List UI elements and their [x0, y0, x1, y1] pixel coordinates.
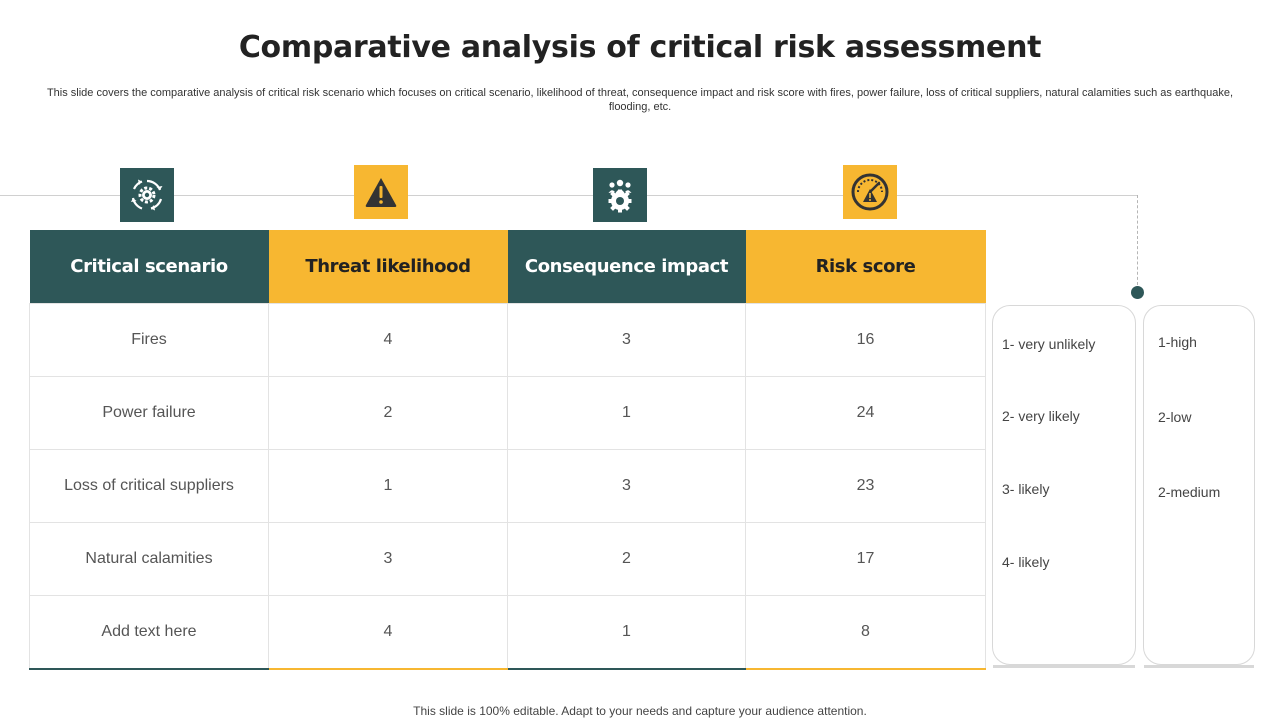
table-row: Loss of critical suppliers 1 3 23	[29, 449, 986, 523]
cell-impact: 3	[507, 449, 746, 523]
connector-dashed-line	[1137, 195, 1138, 285]
connector-dot	[1131, 286, 1144, 299]
footer-note: This slide is 100% editable. Adapt to yo…	[413, 704, 867, 718]
legend-item: 2-medium	[1158, 484, 1221, 500]
header-critical-scenario: Critical scenario	[29, 230, 269, 304]
cell-risk-score: 23	[745, 449, 986, 523]
table-row: Natural calamities 3 2 17	[29, 522, 986, 596]
cell-scenario: Add text here	[29, 595, 269, 670]
severity-legend-underline	[1144, 665, 1254, 668]
cell-impact: 1	[507, 595, 746, 670]
cell-risk-score: 24	[745, 376, 986, 450]
cell-scenario: Loss of critical suppliers	[29, 449, 269, 523]
cell-likelihood: 2	[268, 376, 508, 450]
cell-likelihood: 1	[268, 449, 508, 523]
cell-likelihood: 4	[268, 595, 508, 670]
warning-icon	[354, 165, 408, 219]
header-risk-score: Risk score	[745, 230, 986, 304]
cell-scenario: Power failure	[29, 376, 269, 450]
cell-likelihood: 4	[268, 303, 508, 377]
cell-impact: 3	[507, 303, 746, 377]
legend-item: 2- very likely	[1002, 408, 1080, 424]
legend-item: 3- likely	[1002, 481, 1050, 497]
likelihood-legend-box	[992, 305, 1136, 665]
cell-risk-score: 17	[745, 522, 986, 596]
gauge-warning-icon	[843, 165, 897, 219]
cell-scenario: Natural calamities	[29, 522, 269, 596]
table-row: Power failure 2 1 24	[29, 376, 986, 450]
cell-likelihood: 3	[268, 522, 508, 596]
table-row: Fires 4 3 16	[29, 303, 986, 377]
connector-line	[0, 195, 1138, 196]
cell-scenario: Fires	[29, 303, 269, 377]
table-header-row: Critical scenario Threat likelihood Cons…	[29, 230, 986, 304]
legend-item: 2-low	[1158, 409, 1192, 425]
cell-risk-score: 8	[745, 595, 986, 670]
team-gear-icon	[593, 168, 647, 222]
header-consequence-impact: Consequence impact	[507, 230, 746, 304]
cell-risk-score: 16	[745, 303, 986, 377]
gear-cycle-icon	[120, 168, 174, 222]
legend-item: 1-high	[1158, 334, 1197, 350]
table-row: Add text here 4 1 8	[29, 595, 986, 670]
page-description: This slide covers the comparative analys…	[46, 87, 1234, 113]
page-title: Comparative analysis of critical risk as…	[238, 30, 1042, 65]
cell-impact: 2	[507, 522, 746, 596]
cell-impact: 1	[507, 376, 746, 450]
legend-item: 1- very unlikely	[1002, 336, 1096, 352]
likelihood-legend-underline	[993, 665, 1135, 668]
severity-legend-box	[1143, 305, 1255, 665]
legend-item: 4- likely	[1002, 554, 1050, 570]
header-threat-likelihood: Threat likelihood	[268, 230, 508, 304]
risk-table: Critical scenario Threat likelihood Cons…	[29, 230, 986, 670]
